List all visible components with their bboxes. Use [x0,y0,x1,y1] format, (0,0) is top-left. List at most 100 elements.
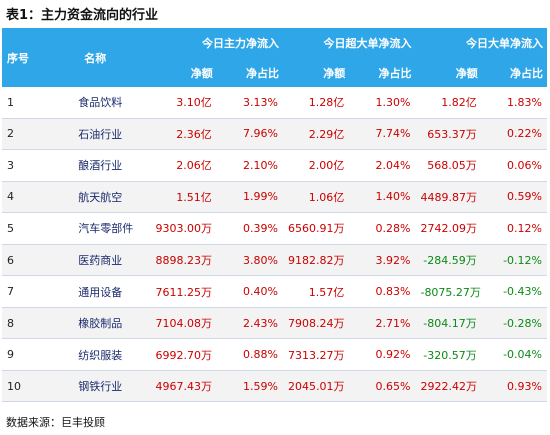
table-body: 1 食品饮料 3.10亿 3.13% 1.28亿 1.30% 1.82亿 1.83% 2 石油行业… [2,87,547,403]
cell-main-amount: 1.51亿 [150,181,217,214]
cell-super-large-ratio: 0.83% [349,275,416,308]
cell-industry-name: 通用设备 [70,275,151,308]
table-row: 9 纺织服装 6992.70万 0.88% 7313.27万 0.92% -320.57万 -… [2,338,547,371]
cell-large-ratio: -0.04% [481,338,547,371]
table-row: 8 橡胶制品 7104.08万 2.43% 7908.24万 2.71% -804.17万 -… [2,307,547,340]
cell-large-ratio: 0.22% [481,118,547,151]
cell-industry-name: 纺织服装 [70,338,151,371]
cell-main-amount: 2.06亿 [150,149,217,182]
cell-index: 4 [2,181,71,214]
table-row: 4 航天航空 1.51亿 1.99% 1.06亿 1.40% 4489.87万 0.59% [2,181,547,214]
cell-index: 10 [2,370,71,403]
cell-main-ratio: 2.10% [216,149,283,182]
cell-main-amount: 2.36亿 [150,118,217,151]
cell-super-large-amount: 2.29亿 [283,118,350,151]
cell-large-ratio: -0.28% [481,307,547,340]
cell-industry-name: 钢铁行业 [70,370,151,403]
cell-index: 5 [2,212,71,245]
cell-large-ratio: 1.83% [481,87,547,119]
cell-super-large-ratio: 7.74% [349,118,416,151]
table-title: 表1：主力资金流向的行业 [6,8,159,23]
cell-industry-name: 酿酒行业 [70,149,151,182]
header-main-ratio: 净占比 [216,58,283,87]
cell-main-ratio: 0.88% [216,338,283,371]
cell-main-amount: 3.10亿 [150,87,217,119]
cell-large-amount: -284.59万 [415,244,482,277]
cell-industry-name: 石油行业 [70,118,151,151]
cell-industry-name: 橡胶制品 [70,307,151,340]
cell-super-large-ratio: 3.92% [349,244,416,277]
header-name: 名称 [70,28,151,87]
header-large-ratio: 净占比 [481,58,547,87]
table-row: 1 食品饮料 3.10亿 3.13% 1.28亿 1.30% 1.82亿 1.83% [2,87,547,119]
table-row: 7 通用设备 7611.25万 0.40% 1.57亿 0.83% -8075.27万 -0.… [2,275,547,308]
cell-main-ratio: 0.39% [216,212,283,245]
table-row: 3 酿酒行业 2.06亿 2.10% 2.00亿 2.04% 568.05万 0.06% [2,149,547,182]
header-super-large-inflow: 今日超大单净流入 [283,28,416,58]
cell-main-amount: 8898.23万 [150,244,217,277]
cell-main-amount: 6992.70万 [150,338,217,371]
cell-super-large-amount: 1.57亿 [283,275,350,308]
header-main-inflow: 今日主力净流入 [150,28,283,58]
cell-super-large-amount: 2045.01万 [283,370,350,403]
cell-large-ratio: 0.59% [481,181,547,214]
table-row: 2 石油行业 2.36亿 7.96% 2.29亿 7.74% 653.37万 0.22% [2,118,547,151]
cell-large-amount: 653.37万 [415,118,482,151]
cell-large-ratio: 0.12% [481,212,547,245]
cell-super-large-amount: 1.28亿 [283,87,350,119]
cell-super-large-ratio: 2.04% [349,149,416,182]
industry-fund-flow-table: 序号 名称 今日主力净流入 今日超大单净流入 今日大单净流入 净额 净占比 净额… [2,28,547,403]
cell-index: 8 [2,307,71,340]
header-super-large-amount: 净额 [283,58,350,87]
table-row: 10 钢铁行业 4967.43万 1.59% 2045.01万 0.65% 2922.42万… [2,370,547,403]
cell-large-amount: 568.05万 [415,149,482,182]
cell-index: 7 [2,275,71,308]
cell-industry-name: 汽车零部件 [70,212,151,245]
header-main-amount: 净额 [150,58,217,87]
cell-large-ratio: -0.43% [481,275,547,308]
cell-main-ratio: 7.96% [216,118,283,151]
cell-super-large-amount: 7908.24万 [283,307,350,340]
cell-super-large-amount: 2.00亿 [283,149,350,182]
cell-index: 6 [2,244,71,277]
cell-main-ratio: 3.80% [216,244,283,277]
header-large-inflow: 今日大单净流入 [415,28,547,58]
cell-main-ratio: 2.43% [216,307,283,340]
cell-index: 2 [2,118,71,151]
cell-index: 9 [2,338,71,371]
cell-super-large-ratio: 0.28% [349,212,416,245]
cell-main-ratio: 1.99% [216,181,283,214]
cell-large-amount: -320.57万 [415,338,482,371]
table-row: 5 汽车零部件 9303.00万 0.39% 6560.91万 0.28% 2742.09万… [2,212,547,245]
cell-super-large-amount: 1.06亿 [283,181,350,214]
cell-industry-name: 食品饮料 [70,87,151,119]
cell-large-amount: 2922.42万 [415,370,482,403]
cell-main-amount: 9303.00万 [150,212,217,245]
cell-super-large-ratio: 0.65% [349,370,416,403]
header-super-large-ratio: 净占比 [349,58,416,87]
cell-super-large-ratio: 1.30% [349,87,416,119]
cell-main-amount: 7611.25万 [150,275,217,308]
cell-large-amount: -804.17万 [415,307,482,340]
header-row-groups: 序号 名称 今日主力净流入 今日超大单净流入 今日大单净流入 [2,28,547,87]
data-source-note: 数据来源：巨丰投顾 [6,416,105,429]
cell-large-amount: 4489.87万 [415,181,482,214]
cell-large-amount: -8075.27万 [415,275,482,308]
cell-large-ratio: 0.06% [481,149,547,182]
cell-large-amount: 2742.09万 [415,212,482,245]
cell-industry-name: 医药商业 [70,244,151,277]
cell-index: 3 [2,149,71,182]
cell-large-ratio: -0.12% [481,244,547,277]
cell-super-large-amount: 7313.27万 [283,338,350,371]
cell-super-large-ratio: 2.71% [349,307,416,340]
header-index: 序号 [2,28,71,87]
cell-main-ratio: 0.40% [216,275,283,308]
cell-main-amount: 7104.08万 [150,307,217,340]
cell-large-amount: 1.82亿 [415,87,482,119]
cell-super-large-ratio: 0.92% [349,338,416,371]
cell-industry-name: 航天航空 [70,181,151,214]
cell-index: 1 [2,87,71,119]
cell-super-large-amount: 9182.82万 [283,244,350,277]
cell-large-ratio: 0.93% [481,370,547,403]
cell-super-large-ratio: 1.40% [349,181,416,214]
